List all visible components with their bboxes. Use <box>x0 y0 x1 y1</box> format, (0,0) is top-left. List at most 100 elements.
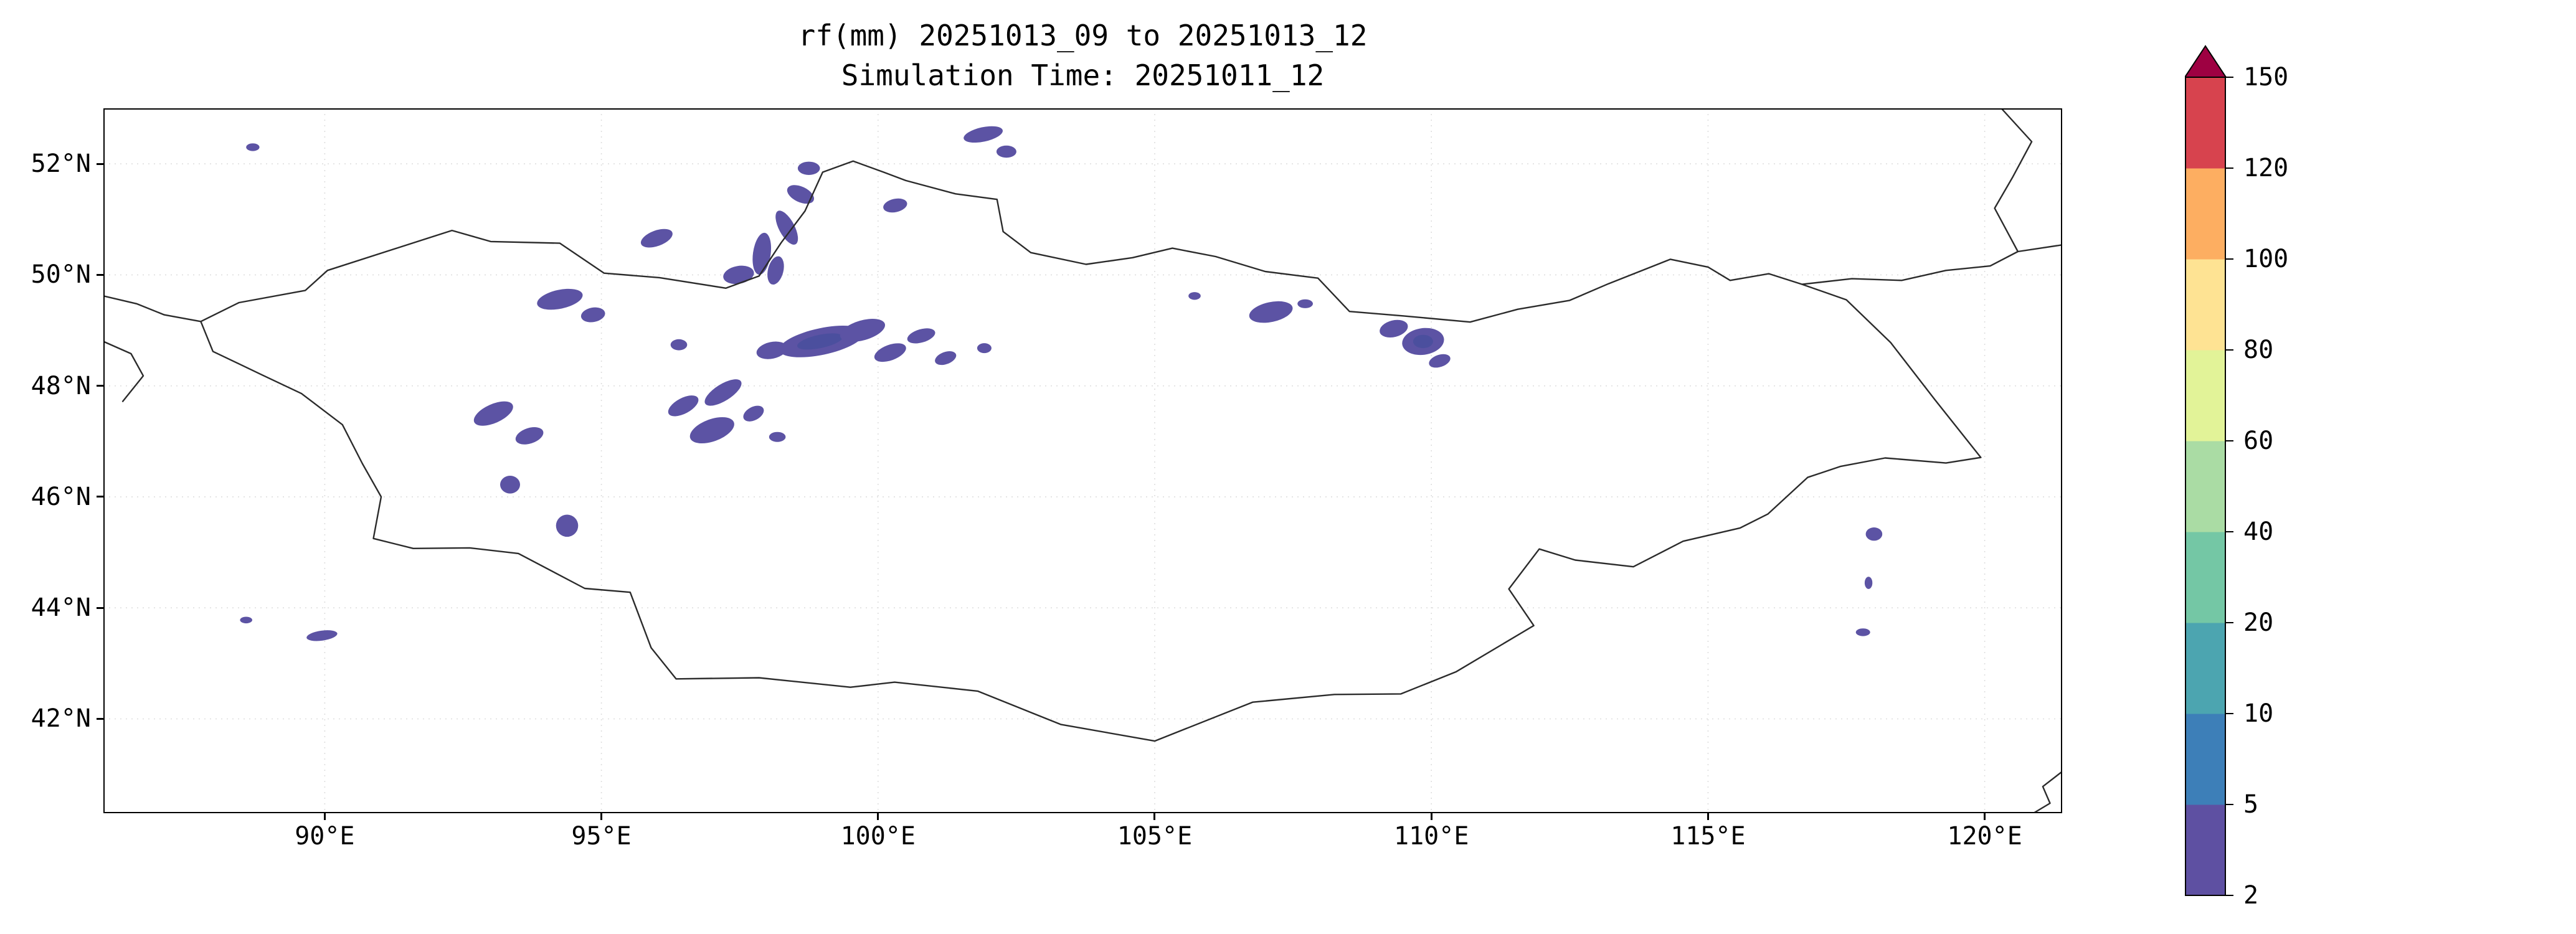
rainfall-patch <box>537 288 583 310</box>
colorbar-tick-label: 5 <box>2243 790 2259 819</box>
colorbar-tick-label: 10 <box>2243 699 2274 728</box>
x-axis-tick <box>877 813 879 820</box>
colorbar-segment <box>2185 714 2226 805</box>
y-axis-tick-label: 42°N <box>31 704 91 734</box>
colorbar-segment <box>2185 259 2226 351</box>
country-border-border-northeast <box>1801 244 2062 285</box>
x-axis-tick <box>1430 813 1432 820</box>
x-axis-tick <box>323 813 326 820</box>
y-axis-tick <box>97 496 103 498</box>
rainfall-patch <box>1380 319 1408 338</box>
plot-frame <box>103 108 2062 813</box>
map-canvas <box>103 108 2062 813</box>
rainfall-patch <box>767 256 784 285</box>
rainfall-patch <box>723 265 754 285</box>
colorbar-segment <box>2185 623 2226 714</box>
colorbar-canvas <box>2185 45 2233 896</box>
colorbar-segment <box>2185 804 2226 896</box>
x-axis-tick-label: 90°E <box>295 822 355 851</box>
rainfall-patch <box>964 126 1003 143</box>
country-border-border-west-2 <box>103 341 144 402</box>
colorbar-segment <box>2185 77 2226 169</box>
x-axis-tick-label: 110°E <box>1393 822 1469 851</box>
rainfall-patch <box>689 417 734 444</box>
colorbar-frame <box>2185 77 2226 896</box>
x-axis-tick <box>600 813 603 820</box>
colorbar-over-arrow <box>2185 45 2227 78</box>
y-axis-tick-label: 46°N <box>31 482 91 511</box>
y-axis-tick-label: 50°N <box>31 260 91 290</box>
y-axis-tick <box>97 385 103 387</box>
y-axis-tick <box>97 606 103 609</box>
rainfall-patch <box>306 630 338 641</box>
rainfall-patch <box>797 161 820 175</box>
rainfall-patch <box>1865 527 1883 541</box>
rainfall-patch <box>500 476 520 494</box>
rainfall-patch <box>1249 301 1293 323</box>
colorbar-tick-label: 150 <box>2243 63 2289 92</box>
x-axis-tick-label: 95°E <box>571 822 632 851</box>
rainfall-patch <box>1188 292 1201 300</box>
rainfall-patch <box>240 616 252 624</box>
colorbar-tick-label: 100 <box>2243 245 2289 273</box>
rainfall-patch <box>775 210 798 245</box>
rainfall-patch <box>787 185 814 204</box>
rainfall-patch <box>556 514 579 537</box>
country-border-mongolia <box>200 160 1982 742</box>
country-border-border-west-1 <box>103 295 202 323</box>
colorbar-segment <box>2185 350 2226 441</box>
rainfall-patch <box>996 145 1016 158</box>
colorbar-segment <box>2185 168 2226 260</box>
y-axis-tick-label: 44°N <box>31 593 91 623</box>
colorbar <box>2185 37 2309 909</box>
colorbar-tick-label: 80 <box>2243 336 2274 364</box>
chart-subtitle: Simulation Time: 20251011_12 <box>841 59 1325 92</box>
rainfall-patch <box>756 341 787 359</box>
rainfall-patch <box>1864 577 1873 589</box>
y-axis-tick <box>97 717 103 720</box>
y-axis-tick <box>97 273 103 276</box>
x-axis-tick-label: 100°E <box>840 822 916 851</box>
colorbar-segment <box>2185 441 2226 532</box>
y-axis-tick <box>97 163 103 165</box>
rainfall-patch <box>668 395 699 417</box>
rainfall-patch <box>704 379 742 406</box>
colorbar-tick-label: 2 <box>2243 881 2259 910</box>
rainfall-patch <box>1429 354 1451 368</box>
y-axis-tick-label: 48°N <box>31 371 91 400</box>
x-axis-tick <box>1153 813 1156 820</box>
map-plot-area <box>103 108 2062 813</box>
rainfall-patch <box>246 143 260 151</box>
rainfall-patch <box>743 405 764 422</box>
x-axis-tick-label: 120°E <box>1947 822 2022 851</box>
rainfall-patch <box>797 333 843 350</box>
x-axis-tick <box>1707 813 1709 820</box>
rainfall-patch <box>580 307 605 323</box>
colorbar-tick-label: 40 <box>2243 517 2274 546</box>
rainfall-patch <box>883 198 907 213</box>
x-axis-tick-label: 105°E <box>1117 822 1193 851</box>
chart-title: rf(mm) 20251013_09 to 20251013_12 <box>798 19 1368 52</box>
rainfall-patch <box>515 427 544 445</box>
country-border-border-bottom-right <box>2032 770 2062 813</box>
y-axis-tick-label: 52°N <box>31 149 91 179</box>
rainfall-patch <box>840 318 886 342</box>
rainfall-patch <box>977 343 992 354</box>
rainfall-patch <box>1413 334 1433 349</box>
rainfall-patch <box>640 229 673 248</box>
x-axis-tick-label: 115°E <box>1670 822 1746 851</box>
rainfall-patch <box>935 351 957 366</box>
colorbar-tick-label: 20 <box>2243 608 2274 637</box>
colorbar-tick-label: 60 <box>2243 427 2274 455</box>
rainfall-patch <box>670 339 688 351</box>
rainfall-patch <box>1855 628 1870 636</box>
rainfall-patch <box>769 432 786 442</box>
rainfall-patch <box>1297 299 1313 308</box>
colorbar-segment <box>2185 532 2226 623</box>
rainfall-patch <box>907 328 935 344</box>
rainfall-patch <box>874 343 906 362</box>
colorbar-tick-label: 120 <box>2243 154 2289 182</box>
x-axis-tick <box>1984 813 1986 820</box>
rainfall-patch <box>473 401 513 426</box>
